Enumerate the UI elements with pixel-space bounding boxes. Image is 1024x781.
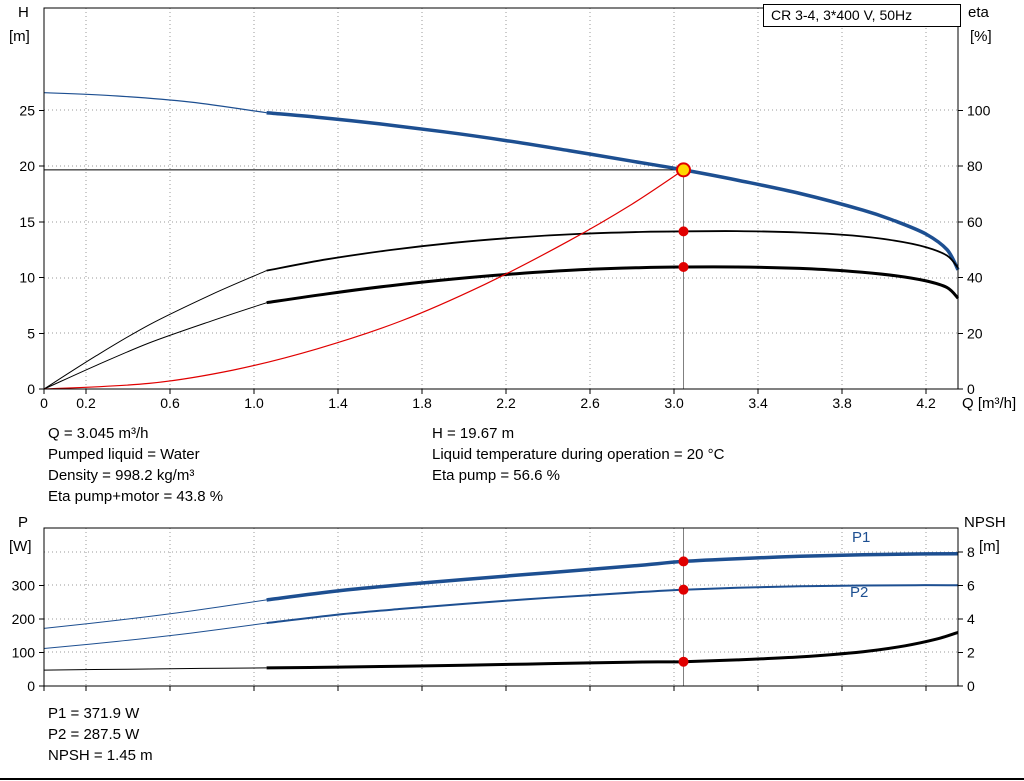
series-npsh (266, 630, 959, 670)
y-right-tick-label: 0 (967, 678, 975, 694)
duty-dot-marker (678, 584, 689, 595)
power-info: P1 = 371.9 W P2 = 287.5 W NPSH = 1.45 m (48, 703, 153, 766)
duty-info-left: Q = 3.045 m³/h Pumped liquid = Water Den… (48, 423, 223, 507)
p-axis-label: P (18, 514, 29, 531)
series-eta-pump-lead (43, 270, 267, 390)
duty-dot-marker (678, 262, 689, 273)
info-pumped-liquid: Pumped liquid = Water (48, 446, 200, 463)
npsh-axis-label: NPSH (964, 514, 1006, 531)
series-p1-lead (43, 599, 267, 629)
info-head: H = 19.67 m (432, 425, 515, 442)
head-efficiency-chart: 0 5 10 15 20 25 0 20 40 60 80 100 0 0.2 0.6 1.0 1.4 1.8 2.… (19, 7, 991, 411)
y-left-tick-label: 25 (19, 102, 35, 118)
plot-frame (43, 7, 959, 390)
duty-dot-marker (678, 556, 689, 567)
y-right-tick-label: 40 (967, 270, 983, 286)
y-left-tick-label: 0 (27, 381, 35, 397)
info-temperature: Liquid temperature during operation = 20… (432, 446, 725, 463)
p2-series-label: P2 (850, 584, 869, 601)
x-tick-label: 3.0 (664, 395, 684, 411)
info-p2: P2 = 287.5 W (48, 726, 140, 743)
y-left-tick-label: 10 (19, 270, 35, 286)
y-left-tick-label: 100 (12, 644, 36, 660)
series-p2 (266, 584, 959, 624)
y-right-tick-label: 60 (967, 214, 983, 230)
y-right-tick-label: 6 (967, 577, 975, 593)
x-tick-label: 2.2 (496, 395, 516, 411)
plot-frame (43, 527, 959, 687)
bottom-divider (0, 778, 1024, 780)
series-system-curve (43, 169, 684, 390)
info-eta-total: Eta pump+motor = 43.8 % (48, 488, 224, 505)
x-tick-label: 2.6 (580, 395, 600, 411)
y-left-tick-label: 15 (19, 214, 35, 230)
y-right-tick-label: 80 (967, 158, 983, 174)
eta-axis-unit: [%] (970, 28, 992, 45)
x-tick-label: 0.2 (76, 395, 96, 411)
info-p1: P1 = 371.9 W (48, 705, 140, 722)
h-axis-unit: [m] (9, 28, 30, 45)
duty-point-marker (676, 162, 692, 178)
x-tick-label: 3.4 (748, 395, 768, 411)
info-npsh: NPSH = 1.45 m (48, 747, 153, 764)
x-tick-label: 1.4 (328, 395, 348, 411)
series-eta-pump (266, 230, 959, 272)
x-tick-label: 3.8 (832, 395, 852, 411)
h-axis-label: H (18, 4, 29, 21)
info-density: Density = 998.2 kg/m³ (48, 467, 195, 484)
series-eta-pump-motor (266, 265, 960, 305)
duty-dot-marker (678, 656, 689, 667)
y-right-tick-label: 0 (967, 381, 975, 397)
x-tick-label: 0.6 (160, 395, 180, 411)
info-flow: Q = 3.045 m³/h (48, 425, 149, 442)
series-pump-curve-lead (43, 92, 267, 114)
y-right-tick-label: 8 (967, 544, 975, 560)
series-pump-curve (266, 110, 960, 271)
series-p1 (266, 551, 959, 602)
x-tick-label: 0 (40, 395, 48, 411)
y-left-tick-label: 5 (27, 325, 35, 341)
eta-axis-label: eta (968, 4, 989, 21)
npsh-axis-unit: [m] (979, 538, 1000, 555)
series-p2-lead (43, 622, 267, 649)
info-eta-pump: Eta pump = 56.6 % (432, 467, 560, 484)
y-right-tick-label: 4 (967, 611, 975, 627)
pump-model-box: CR 3-4, 3*400 V, 50Hz (763, 4, 961, 27)
series-npsh-lead (43, 667, 267, 671)
p1-series-label: P1 (852, 529, 871, 546)
y-left-tick-label: 0 (27, 678, 35, 694)
y-right-tick-label: 100 (967, 102, 991, 118)
y-left-tick-label: 20 (19, 158, 35, 174)
duty-dot-marker (678, 226, 689, 237)
x-tick-label: 1.8 (412, 395, 432, 411)
y-right-tick-label: 2 (967, 644, 975, 660)
y-left-tick-label: 300 (12, 577, 36, 593)
x-tick-label: 4.2 (916, 395, 936, 411)
y-right-tick-label: 20 (967, 325, 983, 341)
p-axis-unit: [W] (9, 538, 32, 555)
duty-info-right: H = 19.67 m Liquid temperature during op… (432, 423, 724, 486)
series-eta-pump-motor-lead (43, 302, 267, 390)
q-axis-label: Q [m³/h] (962, 395, 1017, 412)
y-left-tick-label: 200 (12, 611, 36, 627)
power-npsh-chart: 0 100 200 300 0 2 4 6 8 (12, 527, 975, 694)
x-tick-label: 1.0 (244, 395, 264, 411)
